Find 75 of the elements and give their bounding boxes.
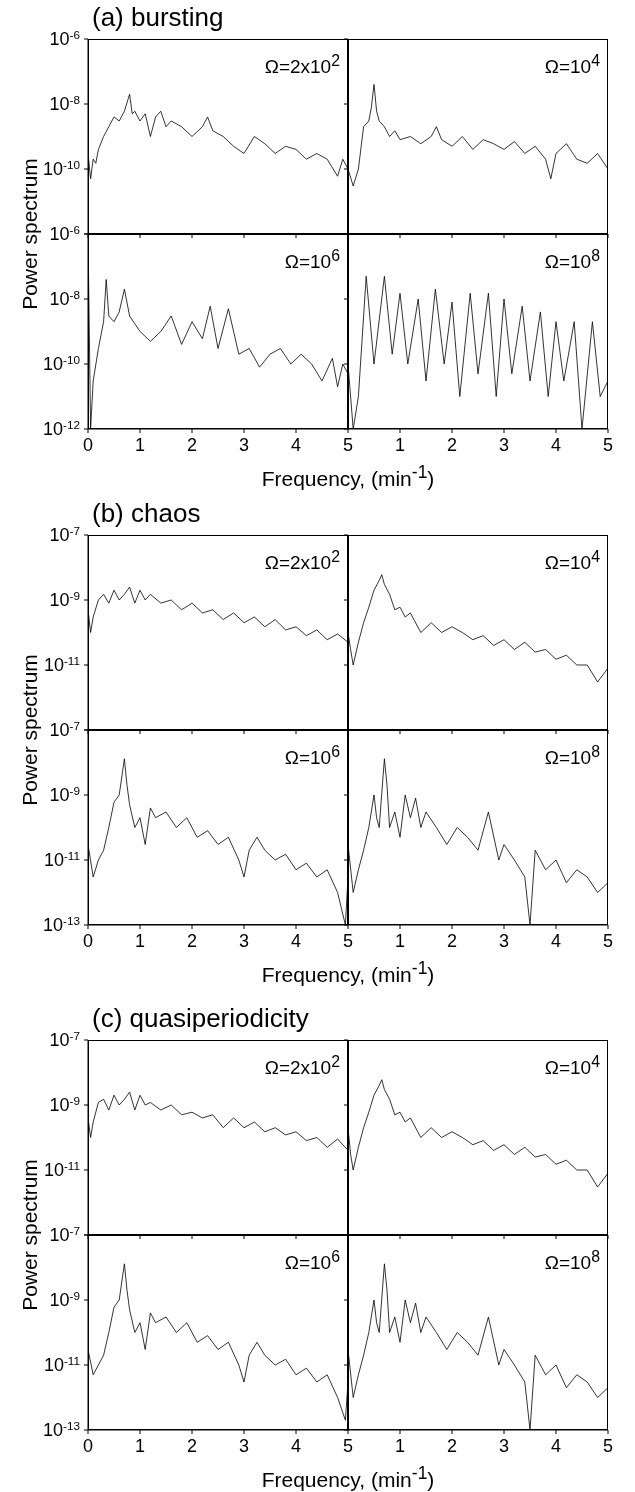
x-tick-label: 2 xyxy=(186,435,198,455)
x-tick-label: 5 xyxy=(602,435,614,455)
x-tick-label: 0 xyxy=(82,1436,94,1456)
y-tick-label: 10$^{-10}$ xyxy=(43,352,81,374)
y-tick-label: 10$^{-7}$ xyxy=(49,1028,80,1050)
y-tick-label: 10$^{-8}$ xyxy=(49,92,80,114)
y-tick-label: 10$^{-9}$ xyxy=(49,588,80,610)
x-tick-label: 4 xyxy=(290,435,302,455)
annotation: Ω=10$^{6}$ xyxy=(284,1248,340,1275)
annotation: Ω=10$^{4}$ xyxy=(544,548,600,575)
y-tick-label: 10$^{-11}$ xyxy=(43,848,80,870)
annotation: Ω=10$^{6}$ xyxy=(284,743,340,770)
annotation: Ω=10$^{8}$ xyxy=(544,1248,600,1275)
annotation: Ω=10$^{8}$ xyxy=(544,743,600,770)
x-tick-label: 5 xyxy=(602,931,614,951)
x-tick-label: 3 xyxy=(498,931,510,951)
x-tick-label: 5 xyxy=(342,435,354,455)
y-tick-label: 10$^{-10}$ xyxy=(43,157,81,179)
y-tick-label: 10$^{-7}$ xyxy=(49,1223,80,1245)
y-tick-label: 10$^{-6}$ xyxy=(49,27,80,49)
x-axis-title: Frequency, (min$^{-1}$) xyxy=(261,1463,435,1492)
x-tick-label: 1 xyxy=(134,931,146,951)
x-tick-label: 5 xyxy=(602,1436,614,1456)
y-tick-label: 10$^{-7}$ xyxy=(49,718,80,740)
annotation: Ω=10$^{8}$ xyxy=(544,247,600,274)
y-tick-label: 10$^{-9}$ xyxy=(49,783,80,805)
x-tick-label: 3 xyxy=(498,1436,510,1456)
x-tick-label: 4 xyxy=(290,1436,302,1456)
x-tick-label: 1 xyxy=(394,435,406,455)
x-tick-label: 2 xyxy=(446,435,458,455)
y-tick-label: 10$^{-11}$ xyxy=(43,1158,80,1180)
x-tick-label: 5 xyxy=(342,1436,354,1456)
x-tick-label: 5 xyxy=(342,931,354,951)
chart-title: (c) quasiperiodicity xyxy=(92,1003,309,1034)
x-tick-label: 3 xyxy=(238,1436,250,1456)
annotation: Ω=2x10$^{2}$ xyxy=(264,1053,340,1080)
x-tick-label: 2 xyxy=(186,931,198,951)
y-tick-label: 10$^{-13}$ xyxy=(43,913,80,935)
x-tick-label: 3 xyxy=(238,435,250,455)
annotation: Ω=2x10$^{2}$ xyxy=(264,52,340,79)
x-tick-label: 1 xyxy=(394,931,406,951)
x-tick-label: 3 xyxy=(498,435,510,455)
y-tick-label: 10$^{-12}$ xyxy=(43,417,80,439)
x-tick-label: 4 xyxy=(550,435,562,455)
y-tick-label: 10$^{-9}$ xyxy=(49,1093,80,1115)
y-tick-label: 10$^{-7}$ xyxy=(49,523,80,545)
x-tick-label: 0 xyxy=(82,435,94,455)
annotation: Ω=10$^{4}$ xyxy=(544,52,600,79)
x-tick-label: 4 xyxy=(550,931,562,951)
x-tick-label: 3 xyxy=(238,931,250,951)
chart-title: (b) chaos xyxy=(92,498,201,529)
annotation: Ω=2x10$^{2}$ xyxy=(264,548,340,575)
x-tick-label: 2 xyxy=(446,1436,458,1456)
x-tick-label: 1 xyxy=(134,1436,146,1456)
y-tick-label: 10$^{-11}$ xyxy=(43,653,80,675)
x-tick-label: 2 xyxy=(186,1436,198,1456)
chart-title: (a) bursting xyxy=(92,2,224,33)
y-axis-title: Power spectrum xyxy=(18,1159,42,1311)
x-tick-label: 2 xyxy=(446,931,458,951)
y-tick-label: 10$^{-6}$ xyxy=(49,222,80,244)
x-axis-title: Frequency, (min$^{-1}$) xyxy=(261,462,435,491)
x-tick-label: 4 xyxy=(550,1436,562,1456)
x-tick-label: 0 xyxy=(82,931,94,951)
annotation: Ω=10$^{6}$ xyxy=(284,247,340,274)
y-tick-label: 10$^{-9}$ xyxy=(49,1288,80,1310)
y-tick-label: 10$^{-8}$ xyxy=(49,287,80,309)
y-tick-label: 10$^{-11}$ xyxy=(43,1353,80,1375)
y-axis-title: Power spectrum xyxy=(18,654,42,806)
y-axis-title: Power spectrum xyxy=(18,158,42,310)
y-tick-label: 10$^{-13}$ xyxy=(43,1418,80,1440)
annotation: Ω=10$^{4}$ xyxy=(544,1053,600,1080)
x-axis-title: Frequency, (min$^{-1}$) xyxy=(261,958,435,987)
x-tick-label: 1 xyxy=(134,435,146,455)
x-tick-label: 1 xyxy=(394,1436,406,1456)
x-tick-label: 4 xyxy=(290,931,302,951)
